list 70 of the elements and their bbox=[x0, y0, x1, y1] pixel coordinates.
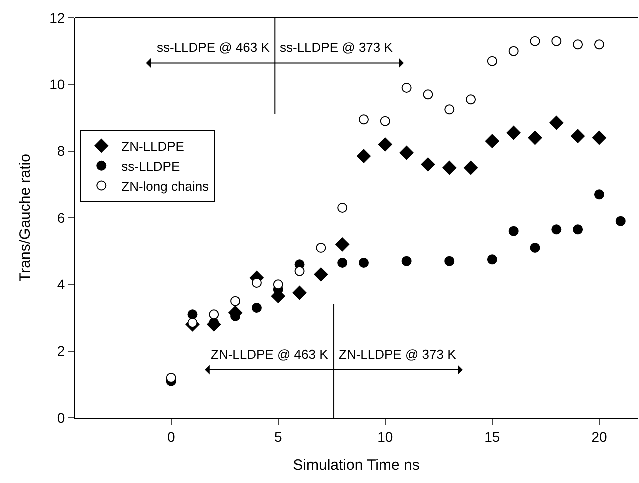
point bbox=[594, 190, 604, 200]
y-tick-label: 2 bbox=[57, 343, 66, 360]
point bbox=[188, 318, 198, 328]
y-tick-label: 12 bbox=[50, 10, 66, 26]
point bbox=[573, 224, 584, 235]
point bbox=[444, 104, 455, 115]
point bbox=[356, 149, 371, 164]
point bbox=[550, 116, 564, 130]
point bbox=[380, 116, 390, 126]
annotation: ss-LLDPE @ 373 K bbox=[280, 40, 394, 55]
point bbox=[338, 258, 348, 268]
point bbox=[209, 310, 220, 320]
point bbox=[338, 203, 348, 213]
x-tick-label: 5 bbox=[274, 428, 282, 445]
point bbox=[508, 46, 519, 56]
point bbox=[571, 129, 586, 144]
y-axis-title: Trans/Gauche ratio bbox=[16, 154, 34, 282]
point bbox=[594, 40, 604, 50]
point bbox=[421, 158, 436, 172]
point bbox=[423, 90, 434, 100]
point bbox=[188, 310, 198, 320]
point bbox=[402, 256, 412, 266]
point bbox=[166, 373, 176, 383]
point bbox=[487, 254, 498, 265]
point bbox=[230, 296, 241, 306]
point bbox=[358, 114, 369, 125]
legend-label: ss-LLDPE bbox=[122, 158, 180, 174]
point bbox=[400, 146, 414, 160]
annotation: ss-LLDPE @ 463 K bbox=[157, 40, 270, 55]
point bbox=[592, 131, 606, 145]
point bbox=[616, 216, 626, 226]
point bbox=[442, 161, 457, 175]
point bbox=[464, 161, 478, 175]
point bbox=[573, 40, 584, 50]
point bbox=[273, 280, 284, 290]
point bbox=[378, 138, 392, 152]
point bbox=[252, 278, 262, 288]
x-tick-label: 10 bbox=[378, 428, 394, 445]
point bbox=[506, 126, 521, 140]
x-tick-label: 15 bbox=[484, 428, 500, 445]
point bbox=[528, 131, 542, 145]
point bbox=[530, 36, 540, 46]
legend-label: ZN-LLDPE bbox=[122, 139, 185, 154]
point bbox=[314, 268, 328, 282]
point bbox=[466, 94, 476, 105]
y-tick-label: 6 bbox=[57, 210, 66, 226]
legend-label: ZN-long chains bbox=[122, 178, 210, 194]
point bbox=[294, 266, 305, 276]
point bbox=[316, 243, 326, 253]
point bbox=[444, 256, 455, 266]
point bbox=[552, 224, 562, 235]
annotation: ZN-LLDPE @ 373 K bbox=[339, 347, 457, 362]
point bbox=[292, 286, 307, 300]
point bbox=[552, 36, 562, 46]
annotation: ZN-LLDPE @ 463 K bbox=[211, 347, 329, 362]
point bbox=[530, 243, 540, 253]
x-axis-title: Simulation Time ns bbox=[293, 456, 420, 474]
point bbox=[485, 134, 500, 148]
y-tick-label: 8 bbox=[57, 143, 66, 160]
x-tick-label: 20 bbox=[592, 428, 608, 445]
y-tick-label: 10 bbox=[50, 76, 66, 93]
point bbox=[358, 258, 369, 268]
x-tick-label: 0 bbox=[167, 428, 176, 445]
point bbox=[252, 303, 262, 313]
point bbox=[336, 238, 350, 252]
point bbox=[508, 226, 519, 236]
y-tick-label: 0 bbox=[57, 410, 66, 426]
y-tick-label: 4 bbox=[57, 276, 66, 293]
point bbox=[402, 83, 412, 93]
point bbox=[487, 56, 498, 66]
